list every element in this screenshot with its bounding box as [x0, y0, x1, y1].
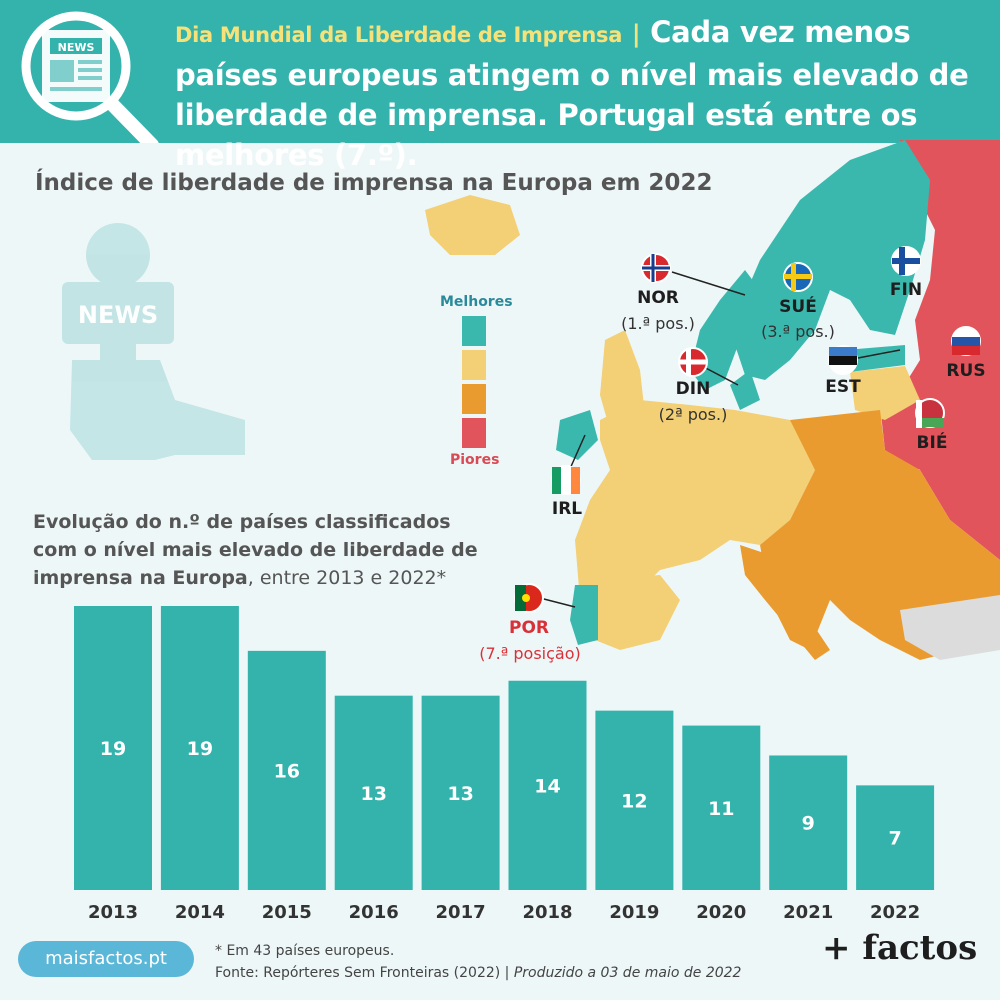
header-separator: |: [631, 20, 641, 48]
country-note-din: (2ª pos.): [658, 405, 728, 424]
header-banner: NEWS Dia Mundial da Liberdade de Imprens…: [0, 0, 1000, 172]
legend-best-label: Melhores: [440, 294, 513, 310]
country-note-nor: (1.ª pos.): [621, 314, 695, 333]
bar-value-label-2017: 13: [447, 783, 473, 805]
chart-title-rest: , entre 2013 e 2022*: [247, 567, 447, 589]
x-tick-label-2015: 2015: [262, 902, 312, 923]
footnote-source: Fonte: Repórteres Sem Fronteiras (2022) …: [215, 965, 514, 981]
x-tick-label-2020: 2020: [696, 902, 746, 923]
footnote-note: * Em 43 países europeus.: [215, 943, 395, 959]
legend-swatch-4: [462, 418, 486, 448]
bar-value-label-2019: 12: [621, 790, 647, 812]
bar-2013: [74, 606, 152, 890]
brand-logo: + factos: [822, 928, 978, 968]
bar-value-label-2022: 7: [888, 828, 901, 850]
chart-title: Evolução do n.º de países classificados …: [33, 508, 493, 592]
site-link-text: maisfactos.pt: [45, 948, 167, 969]
bar-value-label-2021: 9: [802, 813, 815, 835]
bar-2014: [160, 606, 239, 890]
bar-2022: [856, 785, 935, 890]
bar-value-label-2018: 14: [534, 775, 560, 797]
country-label-nor: NOR: [637, 288, 679, 308]
country-note-por: (7.ª posição): [479, 644, 581, 663]
legend-swatch-1: [462, 316, 486, 346]
bar-2015: [247, 650, 326, 890]
country-label-irl: IRL: [551, 499, 583, 519]
x-tick-label-2018: 2018: [522, 902, 572, 923]
bar-value-label-2020: 11: [708, 798, 734, 820]
news-magnifier-icon: NEWS: [21, 11, 159, 143]
country-label-por: POR: [508, 618, 549, 638]
x-tick-label-2021: 2021: [783, 902, 833, 923]
x-tick-label-2019: 2019: [609, 902, 659, 923]
bar-2021: [769, 755, 848, 890]
country-label-rus: RUS: [946, 361, 986, 381]
bar-2017: [421, 695, 500, 890]
bar-2016: [334, 695, 413, 890]
x-tick-label-2016: 2016: [349, 902, 399, 923]
bar-value-label-2015: 16: [274, 760, 300, 782]
x-tick-label-2013: 2013: [88, 902, 138, 923]
legend-swatch-2: [462, 350, 486, 380]
map-title: Índice de liberdade de imprensa na Europ…: [35, 170, 713, 196]
header-headline: Dia Mundial da Liberdade de Imprensa | C…: [175, 12, 985, 175]
country-label-est: EST: [825, 377, 861, 397]
site-link[interactable]: maisfactos.pt: [18, 941, 194, 977]
bar-value-label-2016: 13: [360, 783, 386, 805]
news-icon-text: NEWS: [58, 41, 95, 54]
bar-value-label-2014: 19: [187, 738, 213, 760]
header-headline-text: Cada vez menos países europeus atingem o…: [175, 15, 969, 172]
footnote-produced: Produzido a 03 de maio de 2022: [513, 965, 742, 981]
x-tick-label-2017: 2017: [436, 902, 486, 923]
bar-2018: [508, 680, 587, 890]
bar-2020: [682, 725, 761, 890]
x-tick-label-2014: 2014: [175, 902, 225, 923]
country-label-din: DIN: [675, 379, 711, 399]
country-note-sue: (3.ª pos.): [761, 322, 835, 341]
legend-worst-label: Piores: [450, 452, 500, 468]
bar-value-label-2013: 19: [100, 738, 126, 760]
chart-title-bold: Evolução do n.º de países classificados …: [33, 511, 478, 589]
legend-swatch-3: [462, 384, 486, 414]
header-kicker: Dia Mundial da Liberdade de Imprensa: [175, 23, 623, 47]
bar-2019: [595, 710, 674, 890]
footnote: * Em 43 países europeus. Fonte: Repórter…: [215, 940, 741, 984]
country-label-sue: SUÉ: [779, 297, 817, 317]
country-label-bie: BIÉ: [916, 433, 948, 453]
country-label-fin: FIN: [889, 280, 923, 300]
x-tick-label-2022: 2022: [870, 902, 920, 923]
